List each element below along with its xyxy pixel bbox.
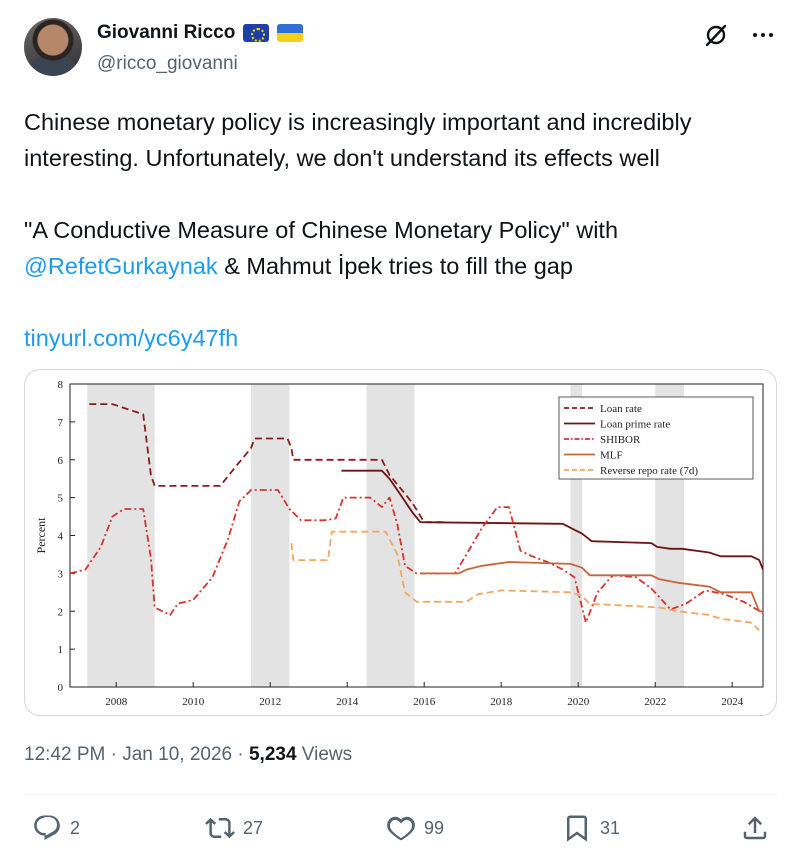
y-axis-label: Percent [34,517,48,554]
avatar[interactable] [24,18,82,76]
like-count: 99 [424,817,445,838]
y-tick-label: 7 [58,417,64,429]
y-tick-label: 4 [58,531,64,543]
user-handle[interactable]: @ricco_giovanni [97,53,238,74]
author-name-row: Giovanni Ricco [97,22,304,44]
separator: · [105,744,123,765]
recession-shading [250,384,290,687]
x-tick-label: 2022 [644,696,666,708]
y-tick-label: 2 [58,606,64,618]
url-link[interactable]: tinyurl.com/yc6y47fh [24,325,239,351]
tweet-line: Chinese monetary policy is increasingly … [24,109,692,135]
x-tick-label: 2008 [105,696,128,708]
heart-icon [387,816,415,841]
views-label: Views [296,744,353,765]
more-options-icon[interactable] [751,23,775,47]
y-tick-label: 5 [58,493,64,505]
legend-label: MLF [600,450,623,462]
tweet-time[interactable]: 12:42 PM [24,744,106,765]
bookmark-icon [567,815,587,842]
tweet-line: "A Conductive Measure of Chinese Monetar… [24,217,619,243]
tweet-line-rest: & Mahmut İpek tries to fill the gap [217,253,573,279]
legend-label: Loan prime rate [600,419,670,431]
series-line [420,561,763,613]
repost-count: 27 [243,817,264,838]
media-image[interactable]: 0 1 2 3 4 5 6 7 8 2008 2010 2012 2014 2016 2018 2020 202… [24,369,777,716]
x-tick-label: 2010 [182,696,205,708]
series-line [341,469,764,570]
share-icon [743,816,767,840]
x-tick-label: 2020 [567,696,590,708]
tweet-line: interesting. Unfortunately, we don't und… [24,145,660,171]
repost-icon [205,817,235,839]
grok-icon[interactable] [703,22,729,48]
legend-label: Reverse repo rate (7d) [600,465,698,477]
y-tick-label: 6 [58,455,64,467]
legend-label: SHIBOR [600,434,641,446]
reply-button[interactable]: 2 [32,813,80,843]
bookmark-button[interactable]: 31 [562,813,620,843]
recession-shading [366,384,415,687]
views-count: 5,234 [248,744,297,765]
x-tick-label: 2024 [721,696,744,708]
display-name[interactable]: Giovanni Ricco [97,22,236,43]
tweet-meta: 12:42 PM · Jan 10, 2026 · 5,234 Views [24,744,352,766]
action-bar: 2 27 99 31 [32,813,772,847]
series-line [290,530,760,631]
mention-link[interactable]: @RefetGurkaynak [24,253,218,279]
y-tick-label: 0 [58,682,64,694]
repost-button[interactable]: 27 [205,813,263,843]
divider [24,794,777,795]
x-tick-label: 2018 [490,696,513,708]
tweet-date[interactable]: Jan 10, 2026 [122,744,233,765]
y-tick-label: 1 [58,644,64,656]
tweet-line: tinyurl.com/yc6y47fh [24,320,774,356]
like-button[interactable]: 99 [386,813,444,843]
separator: · [232,744,249,765]
bookmark-count: 31 [600,817,621,838]
y-tick-label: 3 [58,568,64,580]
series-line [89,403,444,524]
ukraine-flag-icon [277,24,304,42]
eu-flag-icon [243,24,270,42]
chart: 0 1 2 3 4 5 6 7 8 2008 2010 2012 2014 2016 2018 2020 202… [34,379,764,708]
tweet-text: Chinese monetary policy is increasingly … [24,104,774,356]
reply-icon [34,815,60,840]
tweet-line: @RefetGurkaynak & Mahmut İpek tries to f… [24,248,774,284]
recession-shading [87,384,155,687]
y-tick-label: 8 [58,379,64,391]
recession-shading [570,384,583,687]
legend-box [558,396,754,480]
reply-count: 2 [70,817,81,838]
x-tick-label: 2014 [336,696,359,708]
x-tick-label: 2012 [259,696,281,708]
top-right-icons [703,22,775,48]
legend-label: Loan rate [600,403,642,415]
x-tick-label: 2016 [413,696,436,708]
share-button[interactable] [740,813,770,843]
